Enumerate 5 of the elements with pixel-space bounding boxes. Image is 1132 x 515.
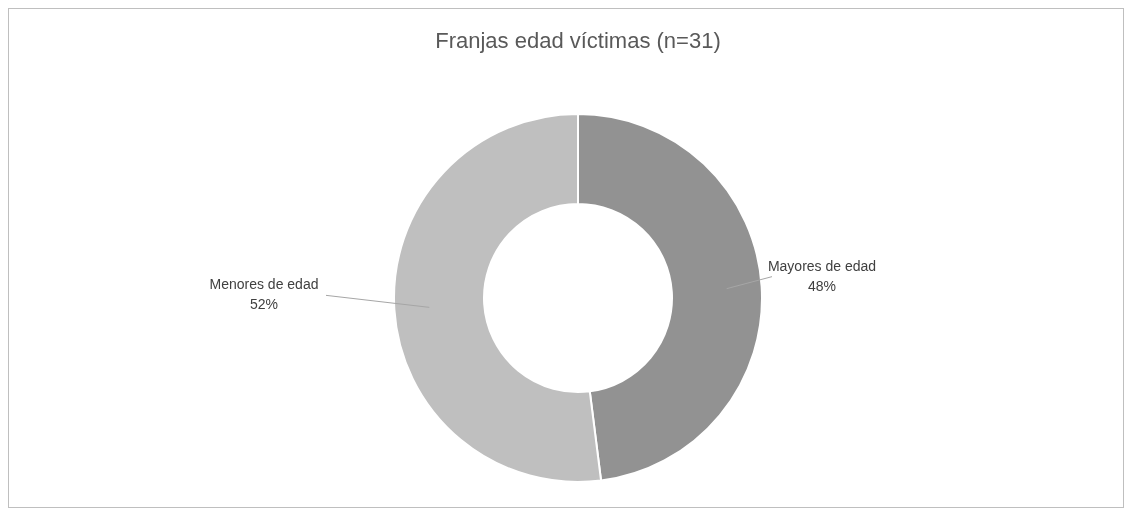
- chart-title: Franjas edad víctimas (n=31): [435, 28, 721, 53]
- slice-label: Mayores de edad: [767, 257, 877, 274]
- data-label: 52%: [249, 296, 279, 313]
- data-label: 48%: [807, 277, 837, 294]
- slice-label: Menores de edad: [209, 276, 319, 293]
